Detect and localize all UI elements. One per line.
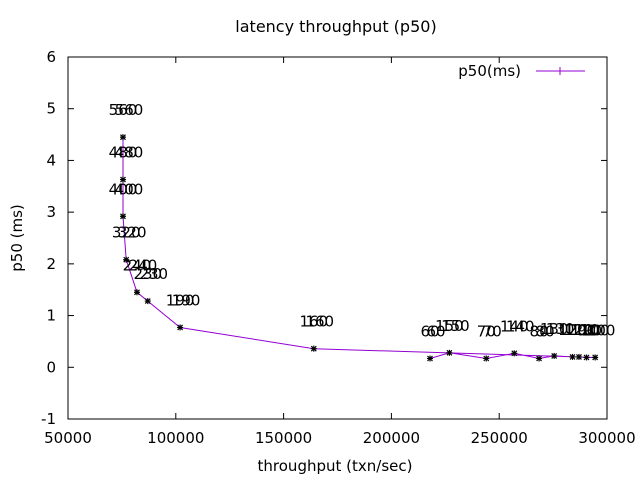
data-point (119, 134, 126, 141)
x-tick-label: 200000 (363, 429, 420, 447)
y-tick-label: 1 (46, 307, 56, 325)
point-label: 400 (109, 180, 138, 198)
plot-border (67, 56, 608, 420)
y-tick-label: 3 (46, 203, 56, 221)
point-label: 60 (420, 322, 439, 340)
data-point (133, 289, 140, 296)
data-point (511, 350, 518, 357)
data-point (177, 324, 184, 331)
point-label: 90 (583, 321, 602, 339)
data-point (551, 352, 558, 359)
point-label: 140 (500, 317, 529, 335)
point-label: 60 (426, 322, 445, 340)
point-label: 70 (477, 322, 496, 340)
data-point (123, 256, 130, 263)
point-label: 160 (299, 313, 328, 331)
y-tick-label: 6 (46, 48, 56, 66)
point-label: 240 (123, 256, 152, 274)
point-label: 230 (133, 265, 162, 283)
point-label: 400 (115, 180, 144, 198)
data-point (119, 213, 126, 220)
point-label: 190 (172, 291, 201, 309)
data-point (310, 345, 317, 352)
legend: p50(ms) (458, 62, 585, 80)
y-axis: -1 0 1 2 3 4 5 6 (41, 48, 607, 428)
legend-label: p50(ms) (458, 62, 521, 80)
point-label: 480 (109, 144, 138, 162)
data-point (592, 354, 599, 361)
data-point (583, 354, 590, 361)
point-label: 560 (115, 101, 144, 119)
data-point (426, 355, 433, 362)
data-point (483, 355, 490, 362)
point-label: 240 (129, 256, 158, 274)
point-label: 130 (540, 320, 569, 338)
data-point (536, 355, 543, 362)
series-line (122, 137, 596, 360)
y-tick-label: 4 (46, 151, 56, 169)
point-label: 320 (112, 224, 141, 242)
x-tick-label: 50000 (44, 429, 92, 447)
point-label: 100 (581, 321, 610, 339)
point-label: 100 (587, 321, 616, 339)
point-label: 150 (435, 317, 464, 335)
point-label: 110 (565, 321, 594, 339)
point-label: 130 (546, 320, 575, 338)
point-label: 190 (166, 291, 195, 309)
data-point (446, 349, 453, 356)
x-axis-label: throughput (txn/sec) (258, 457, 413, 475)
point-label: 230 (139, 265, 168, 283)
y-tick-label: 5 (46, 100, 56, 118)
data-point (144, 298, 151, 305)
y-tick-label: -1 (41, 410, 56, 428)
point-label: 120 (558, 321, 587, 339)
chart-title: latency throughput (p50) (235, 17, 436, 36)
x-tick-label: 150000 (255, 429, 312, 447)
point-label: 160 (305, 313, 334, 331)
point-label: 320 (118, 224, 147, 242)
data-point (575, 353, 582, 360)
point-label: 110 (571, 321, 600, 339)
point-label: 480 (115, 144, 144, 162)
x-tick-label: 100000 (147, 429, 204, 447)
x-tick-label: 300000 (578, 429, 635, 447)
y-tick-label: 0 (46, 358, 56, 376)
point-label: 80 (530, 322, 549, 340)
point-label: 90 (577, 321, 596, 339)
point-label: 150 (441, 317, 470, 335)
data-point (119, 176, 126, 183)
point-label: 560 (109, 101, 138, 119)
y-tick-label: 2 (46, 255, 56, 273)
data-point (569, 353, 576, 360)
point-label: 140 (506, 317, 535, 335)
x-tick-label: 250000 (471, 429, 528, 447)
point-label: 120 (564, 321, 593, 339)
point-label: 80 (536, 322, 555, 340)
y-axis-label: p50 (ms) (8, 204, 26, 272)
point-label: 70 (483, 322, 502, 340)
x-axis: 50000 100000 150000 200000 250000 300000 (44, 57, 636, 447)
